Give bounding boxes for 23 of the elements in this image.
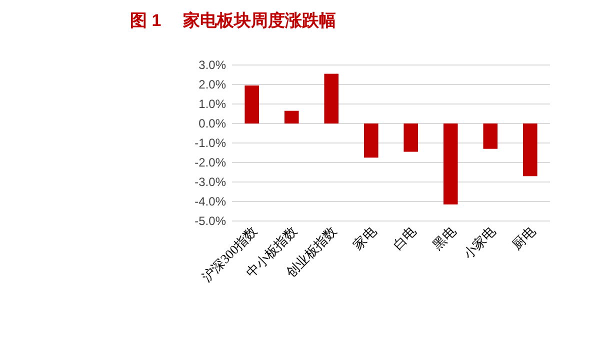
y-tick-label: 2.0% bbox=[198, 78, 226, 92]
y-tick-label: -3.0% bbox=[194, 175, 226, 189]
bar bbox=[483, 124, 498, 149]
y-tick-label: 0.0% bbox=[198, 116, 226, 130]
y-tick-label: 3.0% bbox=[198, 58, 226, 72]
y-tick-label: -2.0% bbox=[194, 156, 226, 170]
bar bbox=[324, 74, 339, 124]
bar bbox=[443, 124, 458, 204]
y-tick-label: -5.0% bbox=[194, 214, 226, 228]
chart-title: 图 1 家电板块周度涨跌幅 bbox=[130, 11, 336, 30]
bar bbox=[404, 124, 418, 152]
bar bbox=[522, 124, 538, 176]
bar bbox=[284, 110, 299, 124]
y-tick-label: 1.0% bbox=[198, 97, 226, 111]
x-tick-label: 家电 bbox=[350, 224, 380, 253]
bar bbox=[364, 124, 378, 158]
x-tick-label: 黑电 bbox=[430, 224, 459, 253]
y-tick-label: -4.0% bbox=[194, 194, 226, 208]
x-tick-label: 白电 bbox=[390, 224, 419, 253]
y-tick-label: -1.0% bbox=[194, 136, 226, 150]
x-tick-label: 小家电 bbox=[460, 224, 498, 262]
x-tick-label: 厨电 bbox=[509, 224, 538, 253]
bar bbox=[244, 85, 260, 124]
